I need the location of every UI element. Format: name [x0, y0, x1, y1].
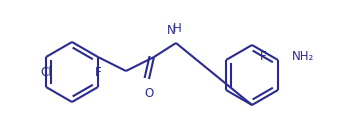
Text: N: N	[167, 24, 175, 37]
Text: F: F	[260, 50, 267, 63]
Text: Cl: Cl	[40, 66, 52, 79]
Text: H: H	[173, 22, 182, 35]
Text: F: F	[95, 66, 101, 79]
Text: NH₂: NH₂	[292, 49, 314, 62]
Text: O: O	[144, 87, 153, 100]
